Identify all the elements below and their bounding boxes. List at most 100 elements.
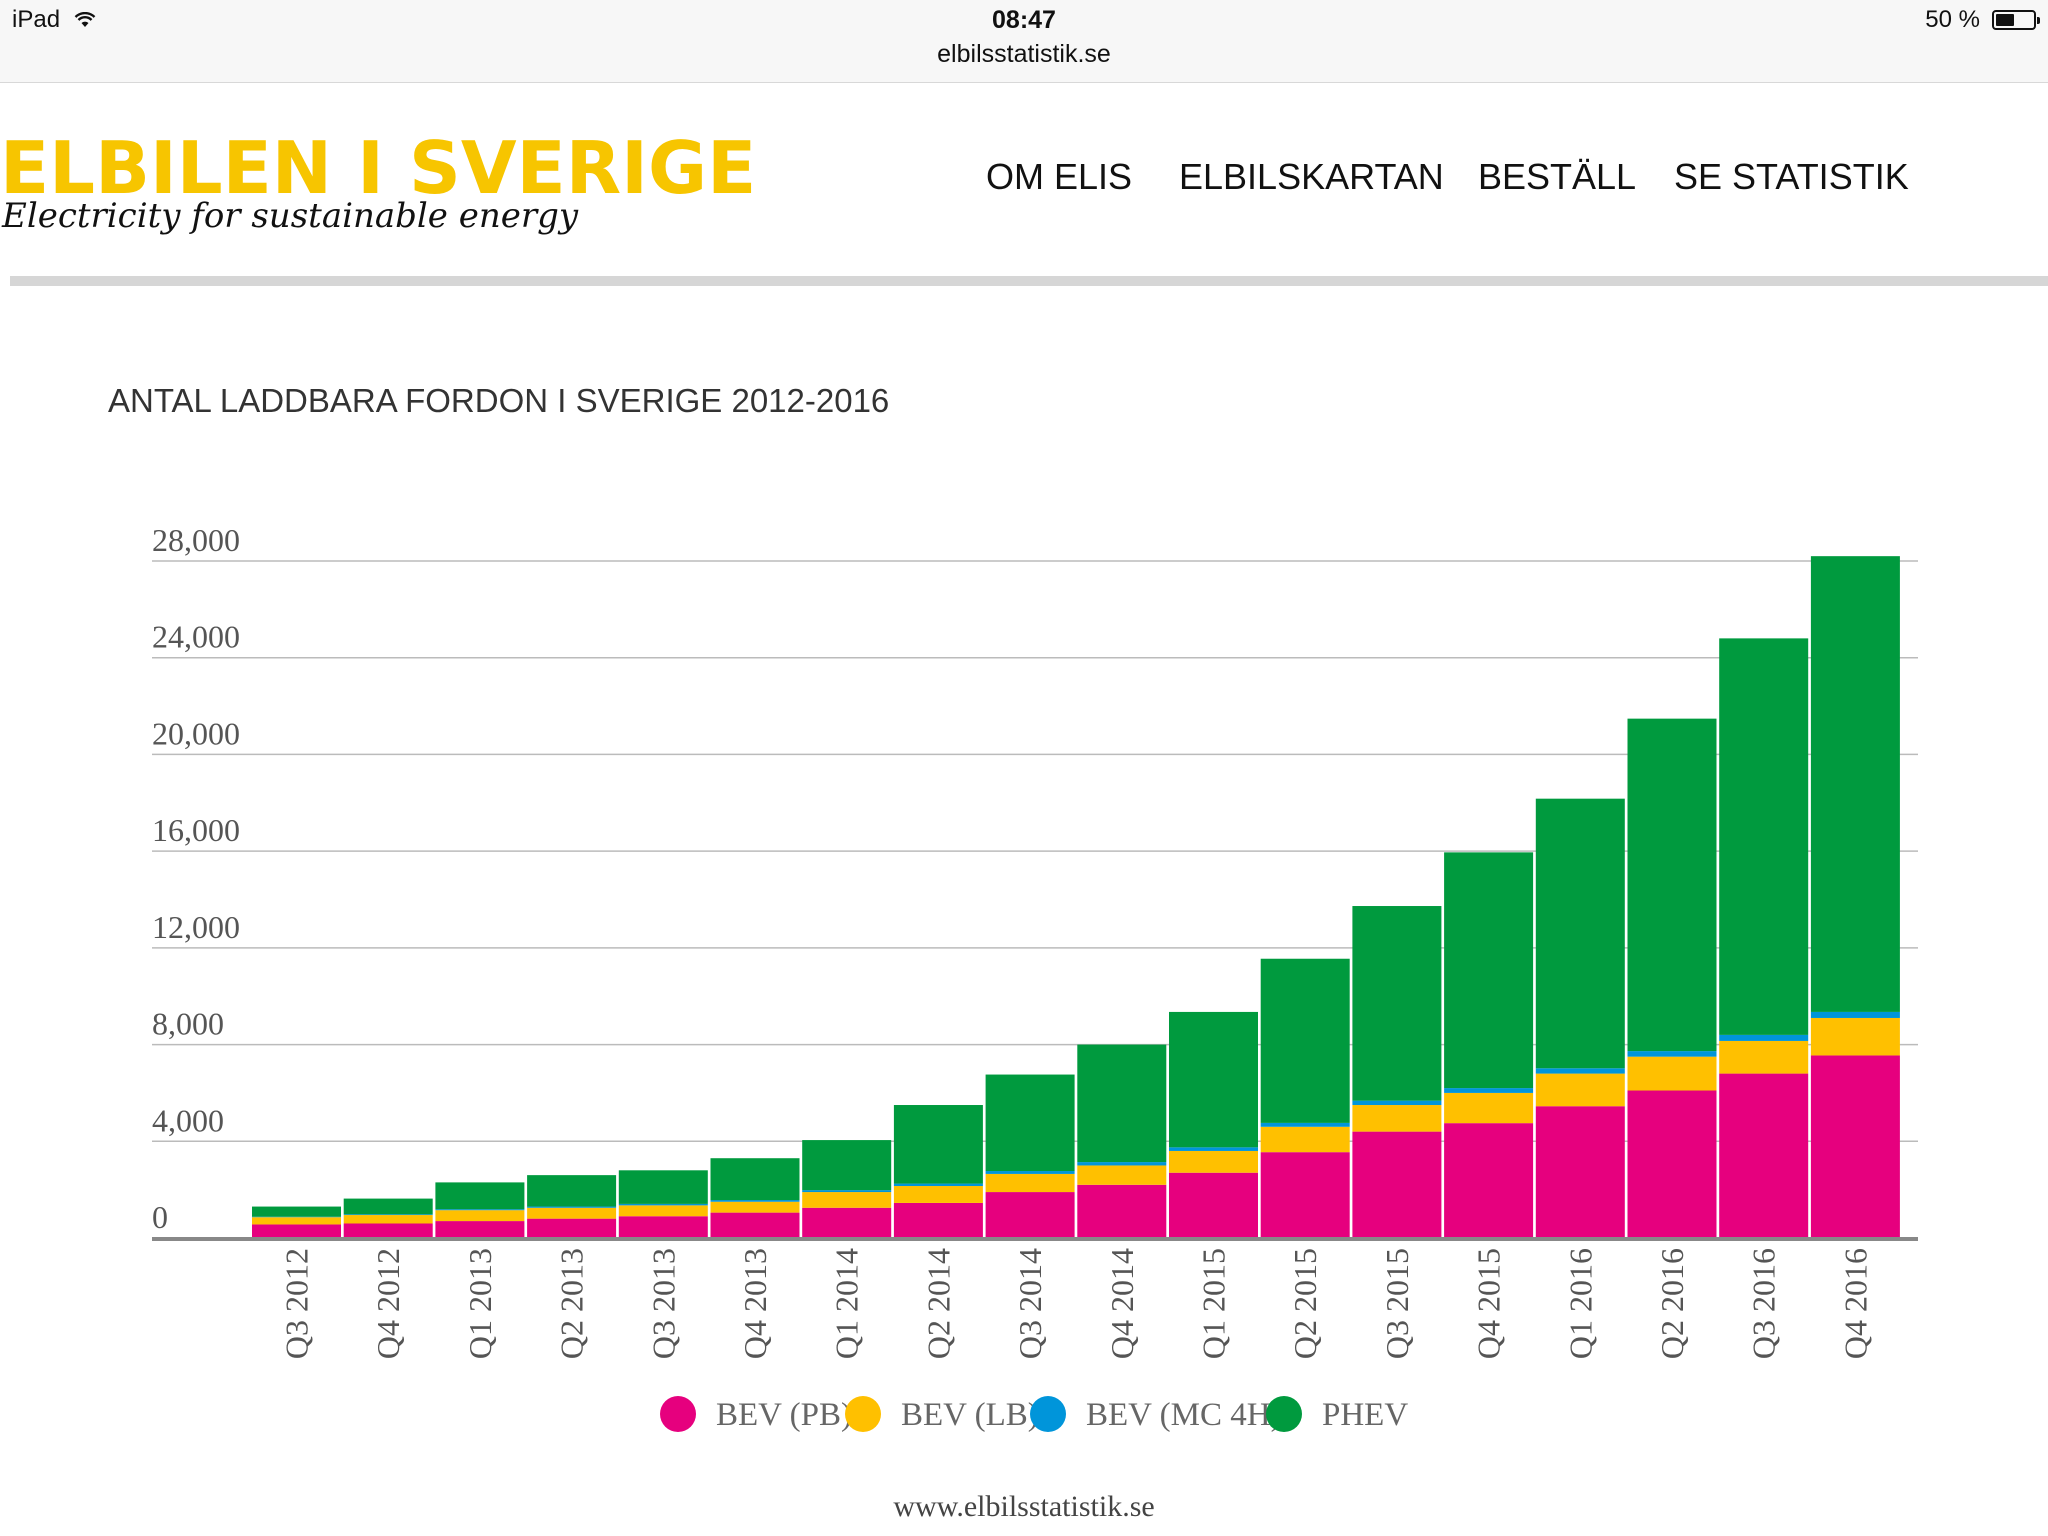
bar-segment-phev xyxy=(1444,852,1534,1089)
wifi-icon xyxy=(74,12,96,27)
bar-segment-bev-pb xyxy=(802,1207,892,1238)
nav-elbilskartan[interactable]: ELBILSKARTAN xyxy=(1179,156,1444,197)
bar-segment-bev-lb xyxy=(527,1207,617,1219)
bar-segment-bev-mc-4h xyxy=(1169,1147,1258,1151)
bar-segment-bev-lb xyxy=(1627,1056,1717,1091)
bar-segment-bev-mc-4h xyxy=(1810,1011,1900,1018)
bar-segment-bev-pb xyxy=(1169,1172,1258,1238)
y-tick-label: 8,000 xyxy=(152,1006,224,1042)
x-tick-label: Q2 2016 xyxy=(1654,1248,1690,1359)
site-logo[interactable]: ELBILEN I SVERIGE xyxy=(0,126,757,210)
bar-segment-bev-mc-4h xyxy=(1352,1100,1442,1106)
bar-segment-phev xyxy=(527,1175,617,1207)
header-divider xyxy=(10,276,2048,286)
y-tick-label: 28,000 xyxy=(152,522,240,558)
y-tick-label: 20,000 xyxy=(152,715,240,751)
y-tick-label: 0 xyxy=(152,1199,168,1235)
bar-segment-bev-lb xyxy=(893,1186,983,1203)
y-tick-label: 24,000 xyxy=(152,619,240,655)
y-tick-label: 4,000 xyxy=(152,1102,224,1138)
x-tick-label: Q3 2016 xyxy=(1746,1248,1782,1359)
bar-segment-phev xyxy=(618,1170,708,1204)
bar-segment-bev-mc-4h xyxy=(1535,1068,1625,1074)
bar-segment-bev-mc-4h xyxy=(1077,1162,1167,1166)
bar-segment-bev-mc-4h xyxy=(1719,1034,1809,1041)
y-tick-label: 16,000 xyxy=(152,812,240,848)
x-tick-label: Q3 2012 xyxy=(279,1248,315,1359)
stacked-bar-chart: 0 4,000 8,000 12,000 16,000 20,000 24,000 28,00… xyxy=(152,522,1918,1359)
bar-segment-bev-pb xyxy=(985,1192,1075,1238)
bar-segment-bev-lb xyxy=(1719,1040,1809,1074)
bar-segment-bev-pb xyxy=(527,1218,617,1238)
legend-label-bev-lb: BEV (LB) xyxy=(901,1397,1039,1433)
legend-dot-bev-pb xyxy=(660,1396,696,1432)
battery-icon xyxy=(1992,10,2040,30)
bar-segment-bev-pb xyxy=(1627,1090,1717,1238)
bar-segment-phev xyxy=(1810,556,1900,1012)
site-tagline: Electricity for sustainable energy xyxy=(2,196,579,236)
bar-segment-bev-pb xyxy=(252,1224,341,1238)
bar-segment-phev xyxy=(252,1206,341,1217)
bar-segment-bev-pb xyxy=(1260,1152,1350,1238)
x-tick-label: Q1 2013 xyxy=(462,1248,498,1359)
bar-segment-bev-mc-4h xyxy=(710,1200,800,1202)
footer-url[interactable]: www.elbilsstatistik.se xyxy=(893,1490,1155,1523)
bar-segment-phev xyxy=(893,1105,983,1184)
y-tick-label: 12,000 xyxy=(152,909,240,945)
bar-segment-phev xyxy=(1535,798,1625,1069)
bar-segment-bev-lb xyxy=(1260,1126,1350,1153)
x-tick-label: Q2 2013 xyxy=(554,1248,590,1359)
bar-segment-bev-mc-4h xyxy=(435,1209,525,1211)
x-tick-label: Q3 2013 xyxy=(645,1248,681,1359)
bar-segment-bev-mc-4h xyxy=(985,1171,1075,1174)
bar-segment-bev-pb xyxy=(1535,1106,1625,1238)
nav-om-elis[interactable]: OM ELIS xyxy=(986,156,1133,197)
x-tick-label: Q4 2013 xyxy=(737,1248,773,1359)
bar-segment-bev-mc-4h xyxy=(1260,1122,1350,1127)
bar-segment-bev-pb xyxy=(618,1216,708,1238)
bar-segment-bev-lb xyxy=(252,1217,341,1225)
x-tick-label: Q4 2014 xyxy=(1104,1248,1140,1359)
battery-level xyxy=(1996,14,2014,26)
x-tick-label: Q3 2015 xyxy=(1379,1248,1415,1359)
nav-bestall[interactable]: BESTÄLL xyxy=(1478,156,1637,197)
bar-segment-phev xyxy=(710,1158,800,1201)
bar-segment-bev-mc-4h xyxy=(618,1203,708,1206)
bar-segment-phev xyxy=(1627,718,1717,1052)
bar-segment-bev-lb xyxy=(710,1201,800,1213)
bar-segment-bev-lb xyxy=(343,1215,433,1224)
bar-segment-bev-lb xyxy=(1352,1105,1442,1132)
bar-segment-bev-lb xyxy=(618,1205,708,1217)
bar-segment-bev-pb xyxy=(1719,1073,1809,1238)
status-bar: iPad 08:47 elbilsstatistik.se 50 % xyxy=(0,0,2048,83)
x-tick-label: Q1 2015 xyxy=(1196,1248,1232,1359)
bar-segment-bev-lb xyxy=(1444,1092,1534,1124)
bar-segment-bev-pb xyxy=(435,1221,525,1238)
legend-label-phev: PHEV xyxy=(1322,1397,1409,1433)
bar-segment-phev xyxy=(802,1140,892,1191)
legend-label-bev-mc: BEV (MC 4H) xyxy=(1086,1397,1282,1433)
bar-segment-bev-mc-4h xyxy=(1444,1088,1534,1093)
bar-segment-phev xyxy=(435,1182,525,1210)
x-tick-label: Q4 2012 xyxy=(370,1248,406,1359)
x-tick-label: Q2 2014 xyxy=(920,1248,956,1359)
device-name: iPad xyxy=(12,6,61,33)
bar-segment-phev xyxy=(985,1074,1075,1172)
bar-segment-bev-mc-4h xyxy=(802,1190,892,1193)
bar-segment-bev-pb xyxy=(1352,1131,1442,1238)
main-nav: OM ELIS ELBILSKARTAN BESTÄLL SE STATISTI… xyxy=(0,156,2048,204)
bar-segment-bev-lb xyxy=(1169,1150,1258,1173)
bar-segment-bev-pb xyxy=(710,1212,800,1238)
bar-segment-phev xyxy=(1169,1011,1258,1148)
x-tick-label: Q4 2016 xyxy=(1837,1248,1873,1359)
bar-segment-bev-lb xyxy=(1535,1073,1625,1107)
bar-segment-phev xyxy=(343,1198,433,1215)
bar-segment-bev-lb xyxy=(1810,1017,1900,1056)
legend-dot-phev xyxy=(1266,1396,1302,1432)
nav-se-statistik[interactable]: SE STATISTIK xyxy=(1674,156,1909,197)
bar-segment-bev-lb xyxy=(985,1173,1075,1193)
bar-segment-phev xyxy=(1719,638,1809,1035)
x-tick-label: Q4 2015 xyxy=(1471,1248,1507,1359)
bar-segment-phev xyxy=(1077,1044,1167,1163)
address-bar[interactable]: elbilsstatistik.se xyxy=(937,40,1111,68)
